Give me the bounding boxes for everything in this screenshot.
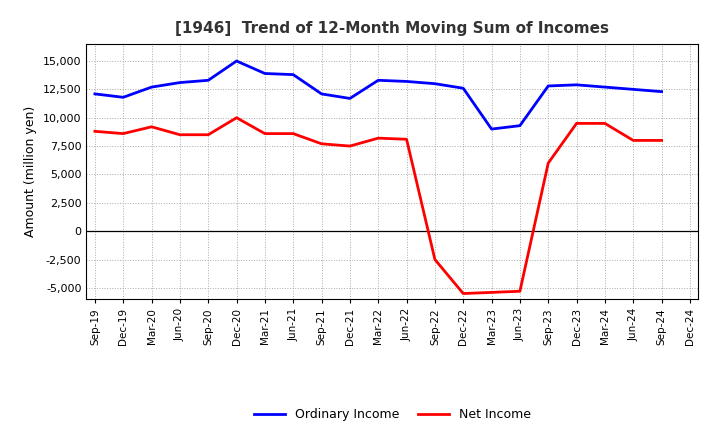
Ordinary Income	[233, 59, 241, 64]
Net Income	[374, 136, 382, 141]
Ordinary Income	[91, 91, 99, 96]
Net Income	[91, 128, 99, 134]
Ordinary Income	[204, 77, 212, 83]
Net Income	[572, 121, 581, 126]
Net Income	[600, 121, 609, 126]
Ordinary Income	[572, 82, 581, 88]
Net Income	[119, 131, 127, 136]
Title: [1946]  Trend of 12-Month Moving Sum of Incomes: [1946] Trend of 12-Month Moving Sum of I…	[176, 21, 609, 36]
Ordinary Income	[119, 95, 127, 100]
Net Income	[402, 137, 411, 142]
Net Income	[233, 115, 241, 121]
Ordinary Income	[431, 81, 439, 86]
Net Income	[289, 131, 297, 136]
Ordinary Income	[289, 72, 297, 77]
Net Income	[487, 290, 496, 295]
Ordinary Income	[544, 83, 552, 88]
Ordinary Income	[459, 86, 467, 91]
Net Income	[629, 138, 637, 143]
Net Income	[657, 138, 666, 143]
Ordinary Income	[148, 84, 156, 90]
Y-axis label: Amount (million yen): Amount (million yen)	[24, 106, 37, 237]
Ordinary Income	[402, 79, 411, 84]
Net Income	[516, 289, 524, 294]
Line: Net Income: Net Income	[95, 118, 662, 293]
Ordinary Income	[516, 123, 524, 128]
Net Income	[459, 291, 467, 296]
Net Income	[318, 141, 326, 147]
Ordinary Income	[176, 80, 184, 85]
Net Income	[176, 132, 184, 137]
Ordinary Income	[261, 71, 269, 76]
Ordinary Income	[487, 126, 496, 132]
Net Income	[261, 131, 269, 136]
Ordinary Income	[374, 77, 382, 83]
Line: Ordinary Income: Ordinary Income	[95, 61, 662, 129]
Ordinary Income	[629, 87, 637, 92]
Ordinary Income	[657, 89, 666, 94]
Net Income	[346, 143, 354, 149]
Ordinary Income	[346, 96, 354, 101]
Ordinary Income	[318, 91, 326, 96]
Net Income	[204, 132, 212, 137]
Net Income	[148, 124, 156, 129]
Legend: Ordinary Income, Net Income: Ordinary Income, Net Income	[248, 403, 536, 425]
Ordinary Income	[600, 84, 609, 90]
Net Income	[431, 257, 439, 262]
Net Income	[544, 161, 552, 166]
